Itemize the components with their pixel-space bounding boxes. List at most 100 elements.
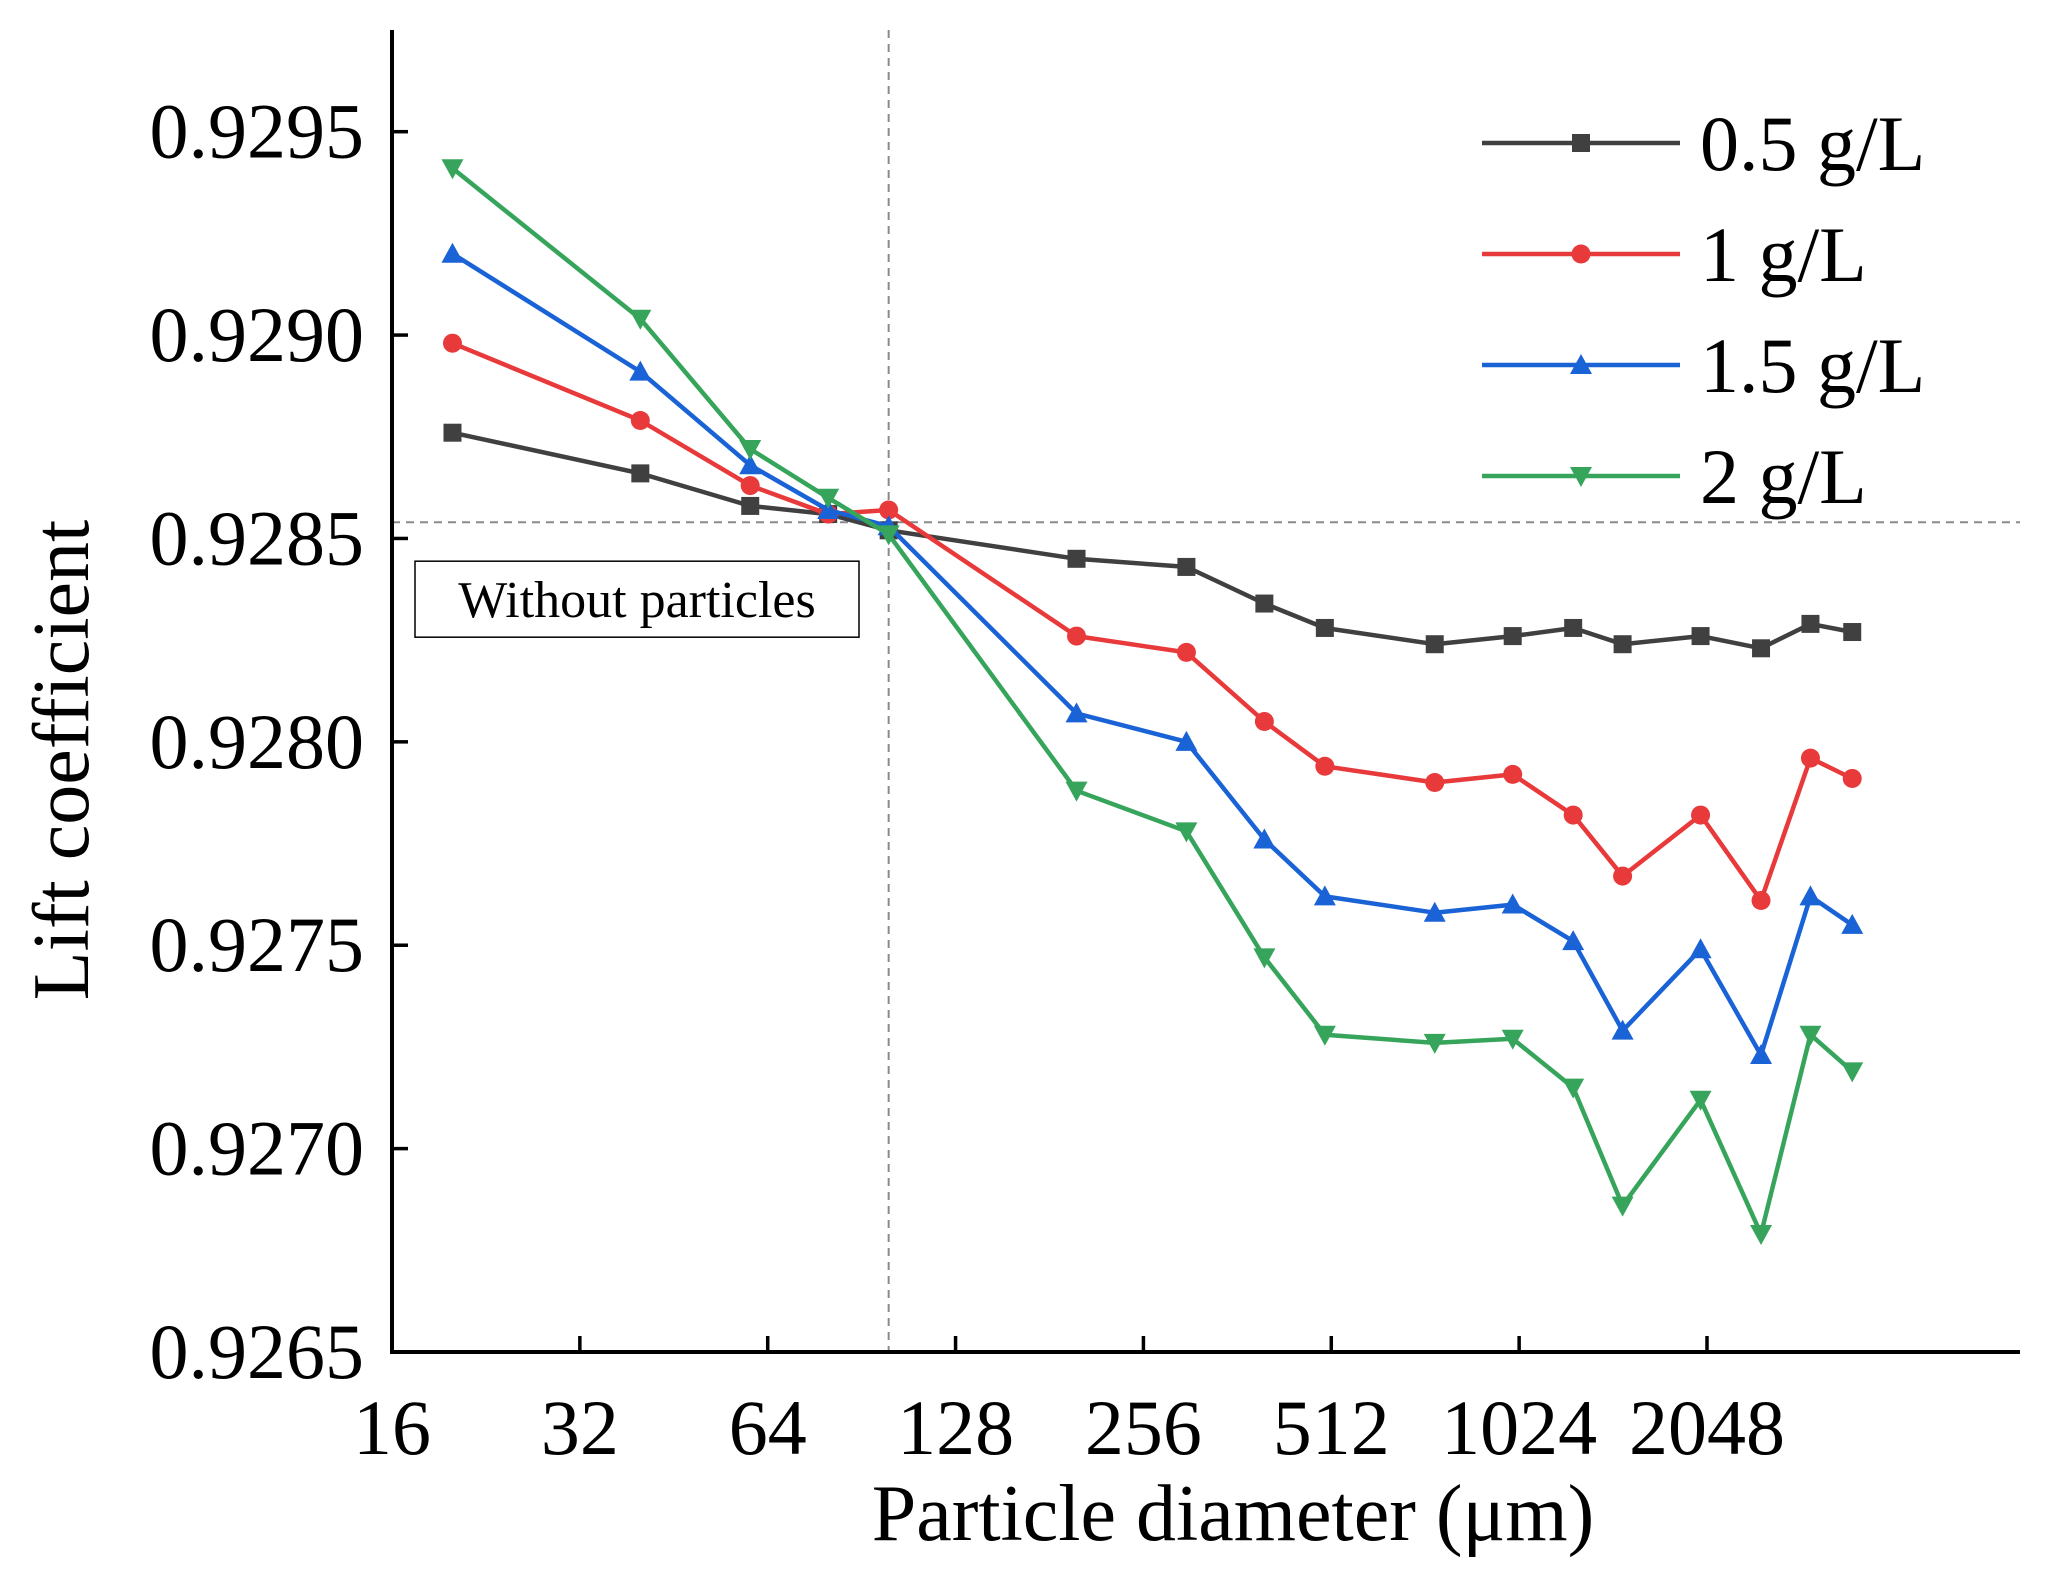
legend-label: 1 g/L — [1700, 211, 1867, 298]
x-tick-label: 2048 — [1629, 1384, 1785, 1471]
data-point — [1176, 642, 1196, 662]
legend-label: 0.5 g/L — [1700, 100, 1925, 187]
y-tick-label: 0.9265 — [150, 1308, 365, 1395]
series-layer — [441, 159, 1864, 1246]
data-point — [1425, 635, 1444, 654]
data-point — [629, 309, 652, 330]
y-tick-label: 0.9295 — [150, 88, 365, 175]
legend-swatch-marker — [1572, 134, 1590, 152]
y-axis-title: Lift coefficient — [18, 520, 106, 1001]
data-point — [1313, 885, 1336, 906]
data-point — [1065, 702, 1088, 723]
data-point — [1423, 901, 1446, 922]
data-point — [1799, 1025, 1822, 1046]
x-tick-label: 512 — [1273, 1384, 1390, 1471]
data-point — [1315, 618, 1334, 637]
data-point — [1501, 1029, 1524, 1050]
annotation-label: Without particles — [458, 572, 815, 629]
data-point — [1503, 627, 1522, 646]
data-point — [1843, 623, 1862, 642]
data-point — [1800, 748, 1820, 768]
x-tick-label: 128 — [897, 1384, 1014, 1471]
data-point — [442, 333, 462, 353]
legend-item: 0.5 g/L — [1482, 100, 1925, 187]
data-point — [1562, 1078, 1585, 1099]
data-point — [1841, 1062, 1864, 1083]
y-tick-label: 0.9280 — [150, 698, 365, 785]
data-point — [1799, 885, 1822, 906]
data-point — [1611, 1019, 1634, 1040]
data-point — [1177, 557, 1196, 576]
data-point — [443, 423, 462, 442]
data-point — [1613, 635, 1632, 654]
data-point — [1751, 890, 1771, 910]
x-tick-label: 64 — [729, 1384, 807, 1471]
data-point — [1689, 1090, 1712, 1111]
data-point — [817, 498, 840, 519]
data-point — [1564, 618, 1583, 637]
data-point — [1801, 614, 1820, 633]
series-2-g-l — [441, 159, 1864, 1246]
data-point — [1752, 639, 1771, 658]
legend-swatch-marker — [1570, 467, 1592, 487]
data-point — [1253, 828, 1276, 849]
data-point — [1750, 1044, 1773, 1065]
data-point — [1175, 822, 1198, 843]
legend: 0.5 g/L 1 g/L 1.5 g/L 2 g/L — [1482, 100, 1925, 520]
data-point — [1501, 893, 1524, 914]
legend-label: 2 g/L — [1700, 433, 1867, 520]
data-point — [1562, 930, 1585, 951]
data-point — [739, 454, 762, 475]
data-point — [1423, 1033, 1446, 1054]
x-tick-label: 1024 — [1441, 1384, 1597, 1471]
data-point — [877, 525, 900, 546]
data-point — [1425, 773, 1445, 793]
annotation: Without particles — [414, 560, 860, 638]
data-point — [1253, 948, 1276, 969]
data-point — [817, 488, 840, 509]
y-tick-label: 0.9290 — [150, 291, 365, 378]
reference-lines — [392, 30, 2020, 1352]
legend-label: 1.5 g/L — [1700, 322, 1925, 409]
x-tick-label: 32 — [541, 1384, 619, 1471]
data-point — [1691, 805, 1711, 825]
data-point — [1067, 549, 1086, 568]
data-point — [629, 360, 652, 381]
data-point — [1611, 1196, 1634, 1217]
x-tick-label: 16 — [353, 1384, 431, 1471]
data-point — [1254, 712, 1274, 732]
axes: 16 32 64 128 256 512 1024 2048 0.9265 0.9270 0.927… — [150, 30, 2020, 1471]
legend-swatch-marker — [1570, 354, 1592, 374]
y-tick-label: 0.9275 — [150, 901, 365, 988]
data-point — [1750, 1225, 1773, 1246]
data-point — [741, 496, 760, 515]
legend-swatch-marker — [1571, 244, 1591, 264]
data-point — [1255, 594, 1274, 613]
data-point — [1841, 913, 1864, 934]
y-tick-label: 0.9270 — [150, 1105, 365, 1192]
data-point — [1689, 938, 1712, 959]
legend-item: 2 g/L — [1482, 433, 1867, 520]
data-point — [630, 410, 650, 430]
data-point — [1313, 1025, 1336, 1046]
data-point — [1563, 805, 1583, 825]
data-point — [879, 500, 899, 520]
annotation-box — [414, 560, 860, 638]
legend-item: 1 g/L — [1482, 211, 1867, 298]
data-point — [1842, 768, 1862, 788]
data-point — [631, 464, 650, 483]
x-tick-label: 256 — [1085, 1384, 1202, 1471]
data-point — [1613, 866, 1633, 886]
x-axis-title: Particle diameter (μm) — [872, 1470, 1595, 1558]
y-tick-label: 0.9285 — [150, 494, 365, 581]
data-point — [1065, 781, 1088, 802]
data-point — [1067, 626, 1087, 646]
data-point — [441, 159, 464, 180]
data-point — [1315, 756, 1335, 776]
data-point — [1691, 627, 1710, 646]
legend-item: 1.5 g/L — [1482, 322, 1925, 409]
data-point — [1175, 730, 1198, 751]
data-point — [740, 476, 760, 496]
